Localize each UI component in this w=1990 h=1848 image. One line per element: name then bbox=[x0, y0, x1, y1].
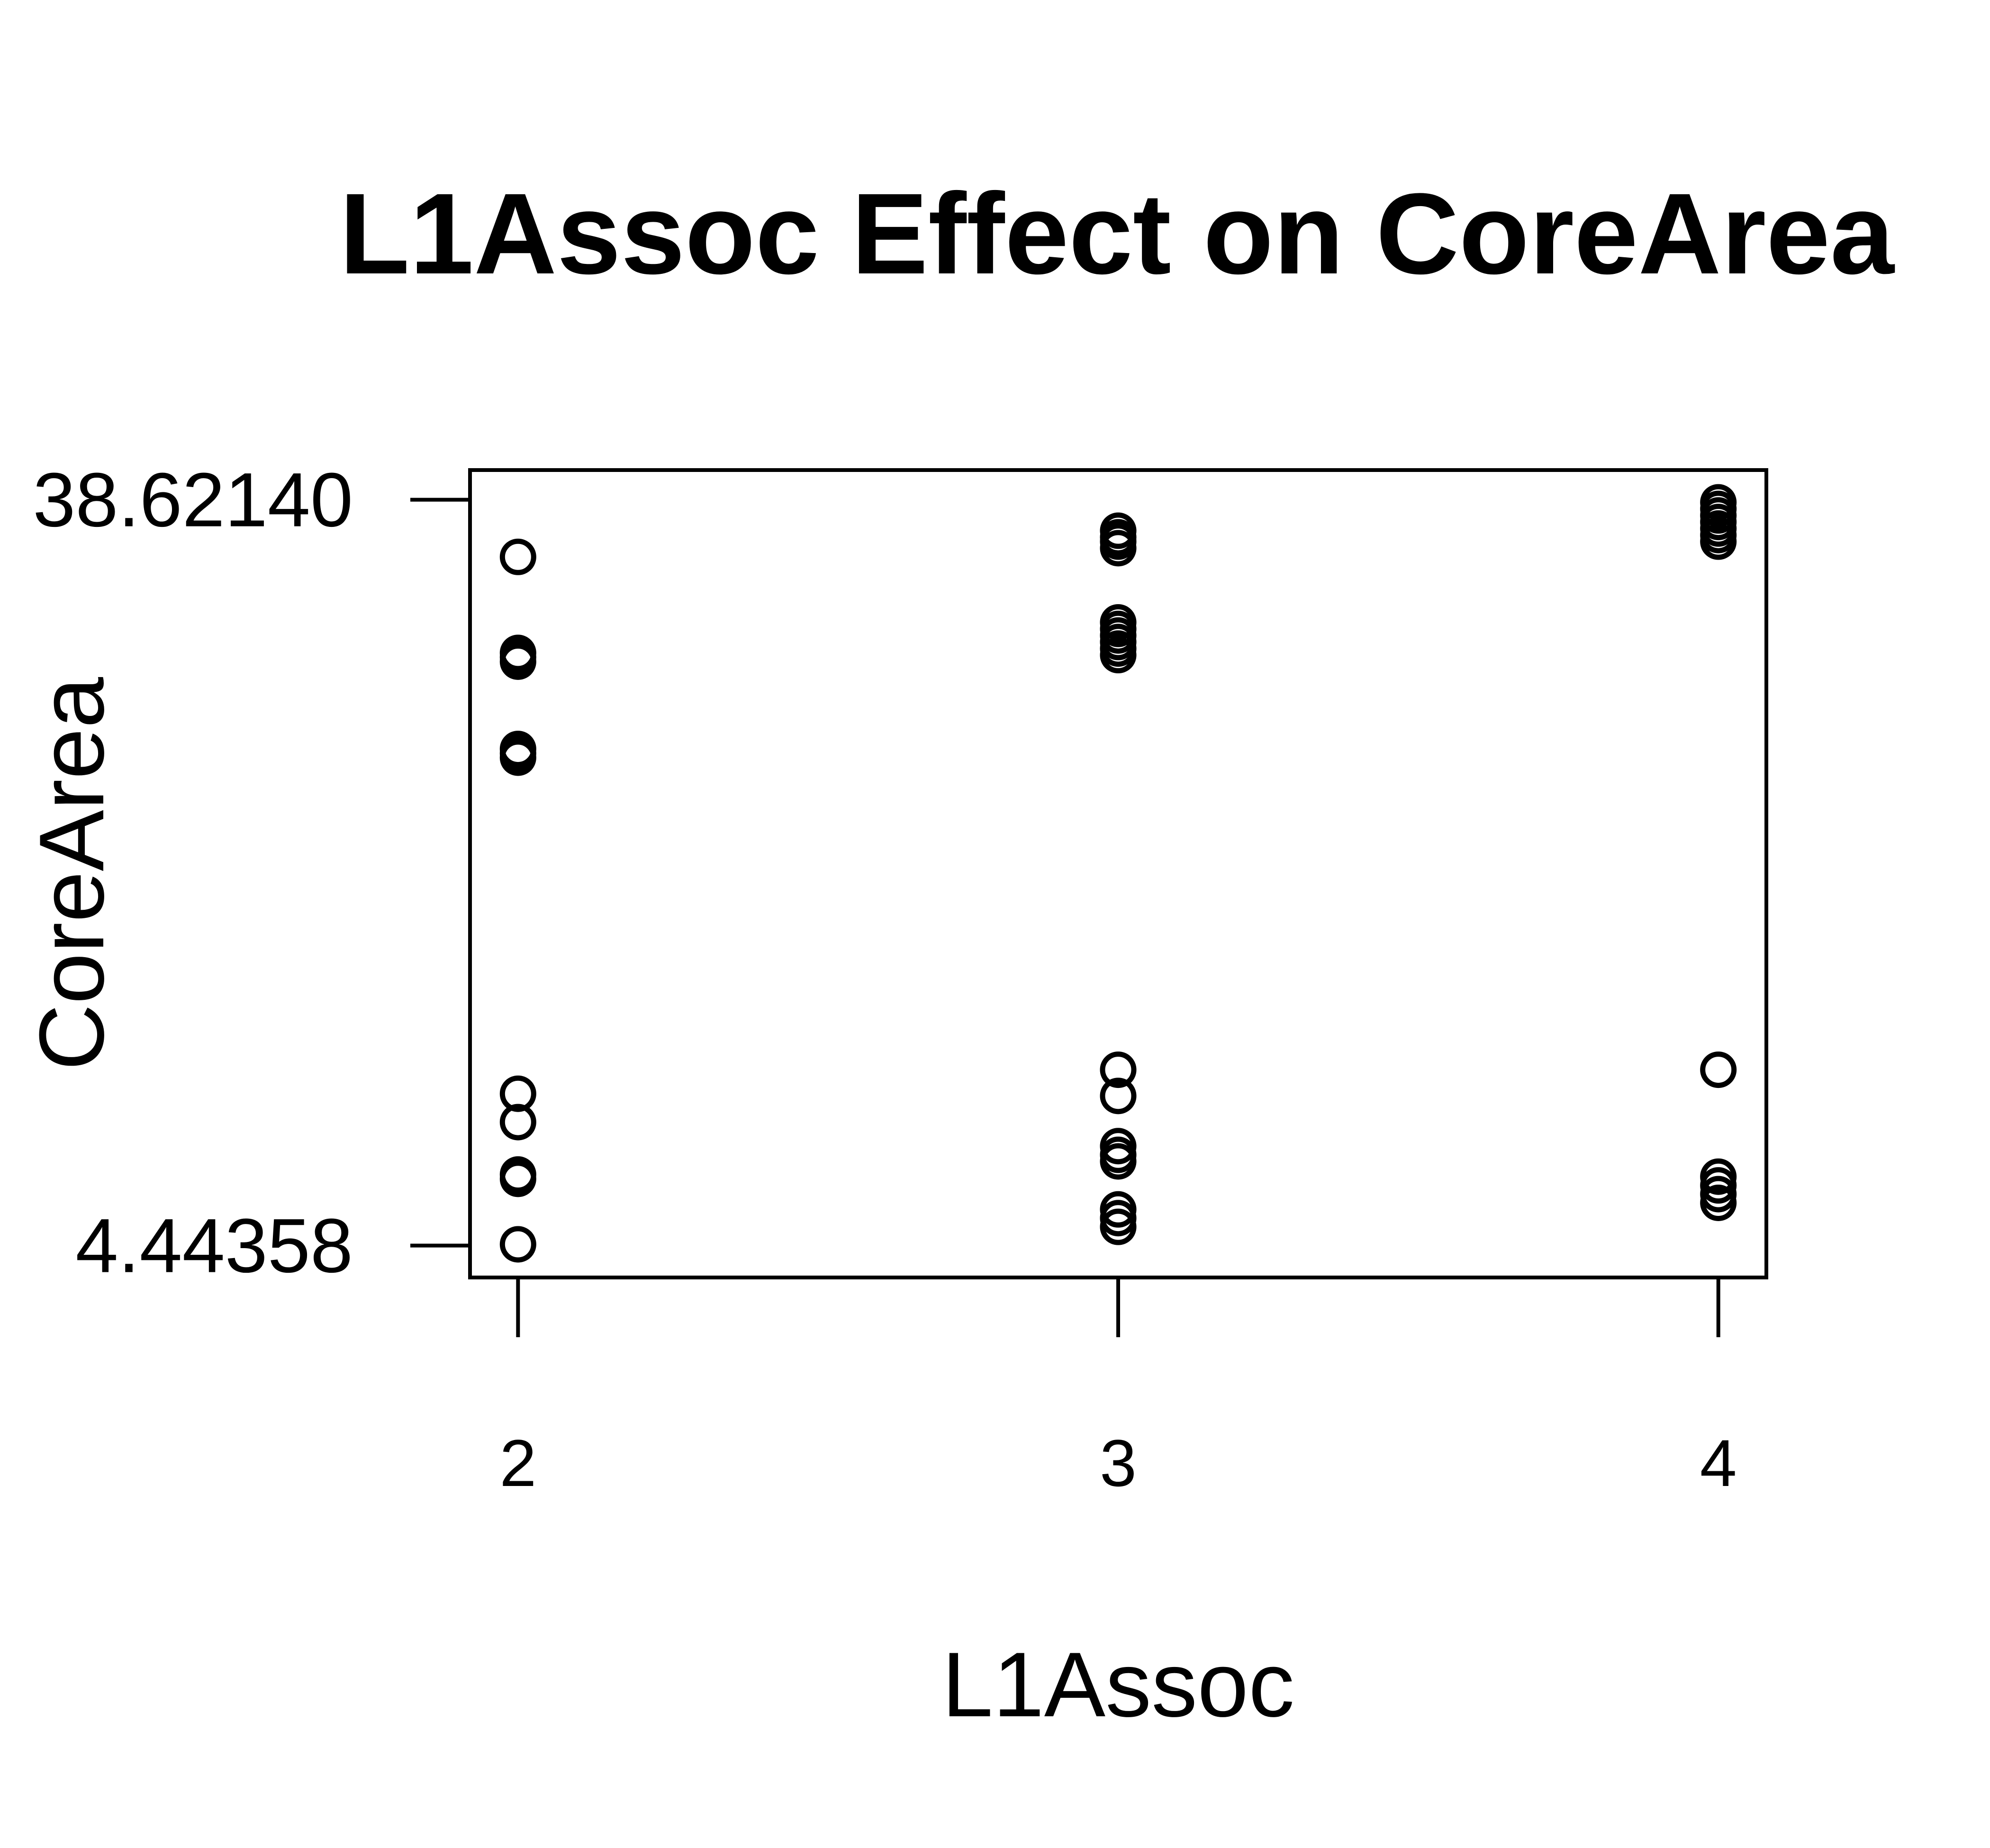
x-axis: 2 3 4 bbox=[499, 1277, 1737, 1500]
data-point-0 bbox=[499, 538, 536, 575]
data-point-7 bbox=[499, 1075, 536, 1112]
data-point-21 bbox=[1100, 637, 1137, 674]
data-point-22 bbox=[1100, 1051, 1137, 1088]
data-point-36 bbox=[1700, 523, 1737, 560]
data-point-37 bbox=[1700, 1051, 1737, 1088]
data-point-11 bbox=[499, 1226, 536, 1263]
data-point-15 bbox=[1100, 530, 1137, 567]
data-points bbox=[499, 484, 1737, 1263]
plot-frame bbox=[468, 468, 1768, 1279]
x-tick-label-2: 2 bbox=[499, 1426, 536, 1500]
x-tick-label-4: 4 bbox=[1700, 1426, 1737, 1500]
data-point-29 bbox=[1100, 1208, 1137, 1245]
y-tick-label-0: 4.44358 bbox=[75, 1203, 353, 1289]
data-point-23 bbox=[1100, 1078, 1137, 1114]
y-tick-label-1: 38.62140 bbox=[33, 457, 353, 543]
chart-title: L1Assoc Effect on CoreArea bbox=[339, 170, 1895, 298]
data-point-6 bbox=[499, 739, 536, 776]
data-point-10 bbox=[499, 1160, 536, 1197]
y-axis-label: CoreArea bbox=[20, 677, 123, 1070]
data-point-41 bbox=[1700, 1184, 1737, 1221]
y-axis: 4.44358 38.62140 bbox=[33, 457, 470, 1289]
data-point-3 bbox=[499, 643, 536, 680]
x-axis-label: L1Assoc bbox=[942, 1633, 1294, 1736]
x-tick-label-3: 3 bbox=[1100, 1426, 1137, 1500]
data-point-8 bbox=[499, 1104, 536, 1141]
data-point-26 bbox=[1100, 1143, 1137, 1180]
